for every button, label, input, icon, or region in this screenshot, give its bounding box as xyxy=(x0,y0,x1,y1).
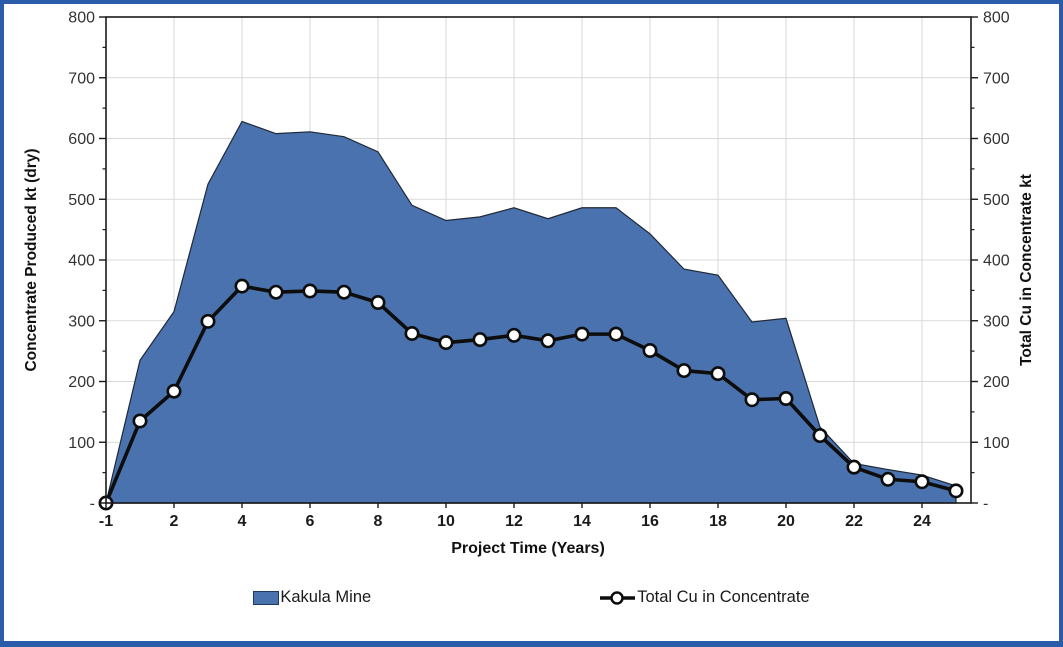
svg-text:300: 300 xyxy=(68,313,95,330)
svg-text:-: - xyxy=(90,496,95,513)
svg-text:500: 500 xyxy=(983,192,1010,209)
x-axis-labels: -1 2 4 6 8 10 12 14 16 18 20 22 24 xyxy=(99,513,931,530)
svg-text:800: 800 xyxy=(983,10,1010,27)
svg-text:12: 12 xyxy=(505,513,523,530)
svg-text:700: 700 xyxy=(983,70,1010,87)
svg-text:22: 22 xyxy=(845,513,863,530)
legend-item-kakula-mine: Kakula Mine xyxy=(253,588,371,607)
svg-text:200: 200 xyxy=(983,374,1010,391)
total-cu-line-series xyxy=(98,278,964,511)
svg-text:500: 500 xyxy=(68,192,95,209)
y-axis-labels-left: - 100 200 300 400 500 600 700 800 xyxy=(68,10,95,513)
x-axis-title: Project Time (Years) xyxy=(451,540,605,557)
line-marker-icon xyxy=(600,590,636,605)
legend-item-total-cu: Total Cu in Concentrate xyxy=(599,588,810,607)
svg-text:14: 14 xyxy=(573,513,591,530)
y-axis-title-left: Concentrate Produced kt (dry) xyxy=(23,148,40,372)
svg-text:2: 2 xyxy=(170,513,179,530)
svg-text:4: 4 xyxy=(238,513,247,530)
plot-area: - 100 200 300 400 500 600 700 800 - 100 200 300 400 5… xyxy=(68,10,1010,530)
svg-text:100: 100 xyxy=(68,435,95,452)
svg-text:600: 600 xyxy=(983,131,1010,148)
svg-text:-1: -1 xyxy=(99,513,113,530)
svg-text:-: - xyxy=(983,496,988,513)
svg-text:200: 200 xyxy=(68,374,95,391)
svg-text:400: 400 xyxy=(68,253,95,270)
svg-text:6: 6 xyxy=(306,513,315,530)
kakula-area-series xyxy=(105,120,957,504)
svg-text:10: 10 xyxy=(437,513,455,530)
svg-text:24: 24 xyxy=(913,513,931,530)
svg-text:18: 18 xyxy=(709,513,727,530)
legend: Kakula Mine Total Cu in Concentrate xyxy=(4,588,1059,607)
svg-text:16: 16 xyxy=(641,513,659,530)
svg-text:20: 20 xyxy=(777,513,795,530)
y-axis-labels-right: - 100 200 300 400 500 600 700 800 xyxy=(983,10,1010,513)
svg-text:600: 600 xyxy=(68,131,95,148)
svg-text:8: 8 xyxy=(374,513,383,530)
svg-text:800: 800 xyxy=(68,10,95,27)
svg-text:300: 300 xyxy=(983,313,1010,330)
legend-label-kakula-mine: Kakula Mine xyxy=(280,588,372,606)
y-axis-title-right: Total Cu in Concentrate kt xyxy=(1018,174,1035,366)
svg-text:100: 100 xyxy=(983,435,1010,452)
plot-frame-and-ticks xyxy=(99,16,978,508)
svg-text:400: 400 xyxy=(983,253,1010,270)
kakula-mine-swatch-icon xyxy=(253,590,280,605)
legend-label-total-cu: Total Cu in Concentrate xyxy=(637,588,810,606)
svg-text:700: 700 xyxy=(68,70,95,87)
